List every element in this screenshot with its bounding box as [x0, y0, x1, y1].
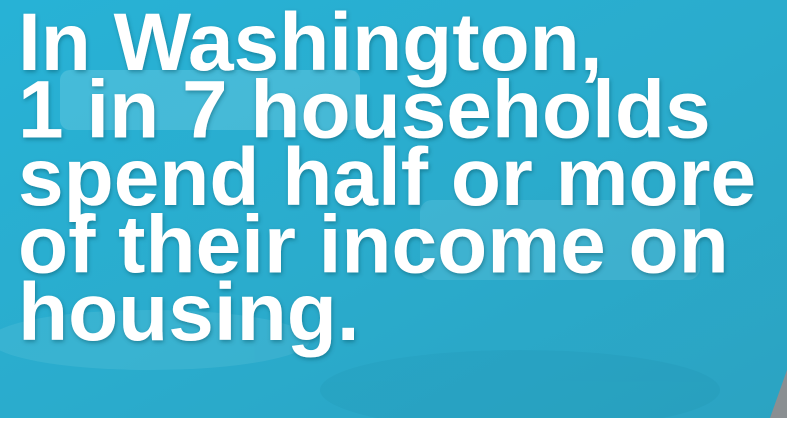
graphic: In Washington,1 in 7 householdsspend hal…: [0, 0, 787, 418]
headline-line: housing.: [18, 267, 360, 358]
